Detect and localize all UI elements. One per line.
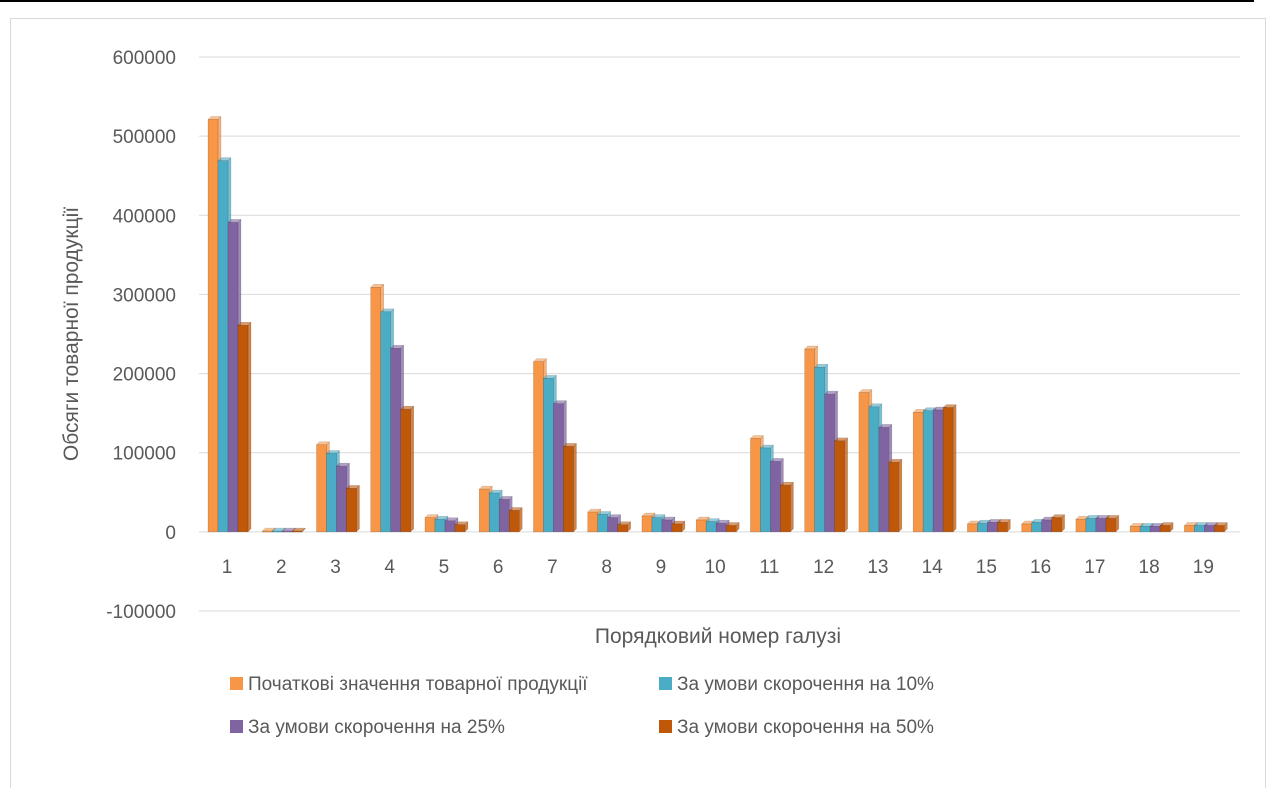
x-axis-label: Порядковий номер галузі bbox=[595, 625, 841, 648]
y-tick-label: 400000 bbox=[113, 206, 176, 227]
chart-frame bbox=[10, 18, 1266, 788]
legend-swatch bbox=[230, 720, 243, 733]
legend: Початкові значення товарної продукції За … bbox=[230, 674, 934, 738]
x-tick-label: 12 bbox=[813, 557, 834, 578]
bar bbox=[454, 521, 469, 533]
x-tick-label: 15 bbox=[976, 557, 997, 578]
bar bbox=[996, 518, 1011, 533]
x-tick-labels: 1 2 3 4 5 6 7 8 9 10 11 12 13 14 15 16 17 18 19 bbox=[222, 557, 1214, 578]
x-tick-label: 5 bbox=[439, 557, 450, 578]
x-tick-label: 4 bbox=[384, 557, 395, 578]
x-tick-label: 7 bbox=[547, 557, 558, 578]
legend-item: За умови скорочення на 25% bbox=[230, 717, 505, 738]
y-tick-label: 500000 bbox=[113, 127, 176, 148]
bar bbox=[671, 520, 686, 533]
bars bbox=[207, 115, 1228, 533]
x-tick-label: 16 bbox=[1030, 557, 1051, 578]
legend-swatch bbox=[659, 720, 672, 733]
legend-item: За умови скорочення на 50% bbox=[659, 717, 934, 738]
bar bbox=[1213, 521, 1228, 533]
x-tick-label: 10 bbox=[705, 557, 726, 578]
x-tick-label: 2 bbox=[276, 557, 287, 578]
x-tick-label: 6 bbox=[493, 557, 504, 578]
x-tick-label: 11 bbox=[760, 557, 780, 578]
bar bbox=[291, 527, 306, 533]
x-tick-label: 13 bbox=[867, 557, 888, 578]
x-tick-label: 8 bbox=[601, 557, 612, 578]
bar bbox=[345, 484, 361, 533]
top-rule bbox=[0, 0, 1254, 2]
bar bbox=[779, 481, 795, 533]
x-tick-label: 19 bbox=[1193, 557, 1214, 578]
x-tick-label: 1 bbox=[222, 557, 233, 578]
x-tick-label: 9 bbox=[656, 557, 667, 578]
y-axis-label: Обсяги товарної продукції bbox=[60, 207, 83, 461]
x-tick-label: 17 bbox=[1084, 557, 1105, 578]
x-tick-label: 18 bbox=[1139, 557, 1160, 578]
y-tick-label: 300000 bbox=[113, 285, 176, 306]
bar bbox=[617, 521, 632, 533]
legend-swatch bbox=[659, 677, 672, 690]
bar bbox=[508, 506, 523, 533]
y-tick-label: -100000 bbox=[106, 602, 176, 623]
bar bbox=[888, 458, 903, 533]
bar bbox=[942, 403, 957, 533]
y-tick-label: 100000 bbox=[113, 444, 176, 465]
bar bbox=[562, 442, 578, 533]
legend-item: За умови скорочення на 10% bbox=[659, 674, 934, 695]
bar bbox=[834, 437, 849, 533]
y-tick-labels: 600000 500000 400000 300000 200000 100000 0 -10… bbox=[106, 48, 176, 623]
x-tick-label: 3 bbox=[330, 557, 341, 578]
bar bbox=[1051, 514, 1066, 533]
bar bbox=[237, 321, 252, 533]
y-tick-label: 600000 bbox=[113, 48, 176, 69]
legend-label: За умови скорочення на 50% bbox=[677, 717, 934, 738]
bar bbox=[1105, 514, 1120, 533]
y-tick-label: 200000 bbox=[113, 365, 176, 386]
legend-item: Початкові значення товарної продукції bbox=[230, 674, 588, 695]
legend-swatch bbox=[230, 677, 243, 690]
legend-label: Початкові значення товарної продукції bbox=[248, 674, 588, 695]
legend-label: За умови скорочення на 25% bbox=[248, 717, 505, 738]
bar bbox=[725, 521, 740, 533]
legend-label: За умови скорочення на 10% bbox=[677, 674, 934, 695]
bar bbox=[400, 405, 415, 533]
y-tick-label: 0 bbox=[165, 523, 176, 544]
x-tick-label: 14 bbox=[922, 557, 944, 578]
bar bbox=[1159, 521, 1174, 533]
